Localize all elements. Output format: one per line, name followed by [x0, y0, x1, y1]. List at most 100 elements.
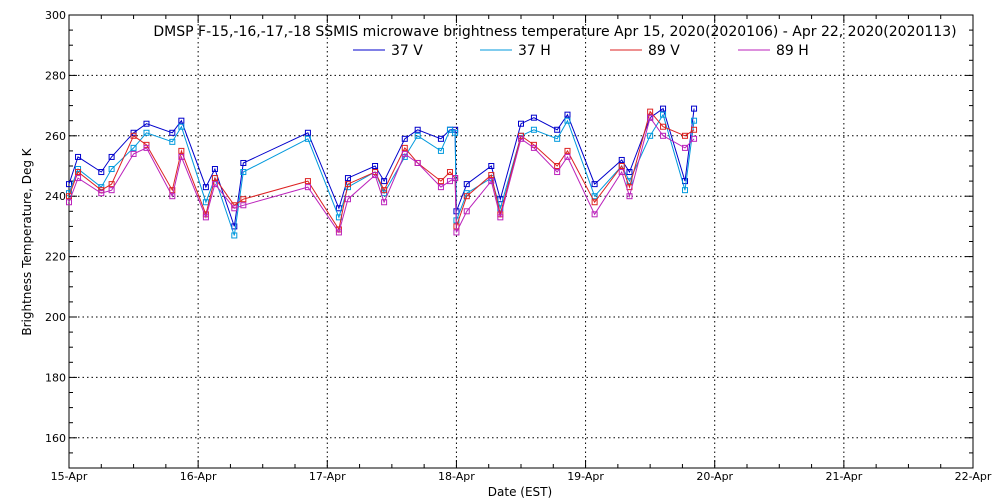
data-point: [437, 147, 444, 154]
data-point: [691, 126, 698, 133]
data-point: [564, 111, 571, 118]
data-point: [660, 132, 667, 139]
data-point: [304, 178, 311, 185]
data-point: [682, 144, 689, 151]
data-point: [530, 114, 537, 121]
data-point: [240, 169, 247, 176]
data-point: [381, 199, 388, 206]
data-point: [202, 184, 209, 191]
data-point: [488, 178, 495, 185]
legend-entry: 37 V: [353, 43, 423, 59]
data-point: [660, 105, 667, 112]
data-point: [564, 117, 571, 124]
x-tick-label: 22-Apr: [955, 470, 992, 483]
data-point: [691, 117, 698, 124]
y-tick-label: 260: [45, 130, 66, 143]
data-point: [108, 166, 115, 173]
data-point: [591, 181, 598, 188]
data-point: [463, 193, 470, 200]
grid-lines: [69, 15, 973, 468]
data-point: [497, 214, 504, 221]
data-point: [591, 199, 598, 206]
y-tick-label: 240: [45, 190, 66, 203]
data-point: [335, 229, 342, 236]
data-point: [452, 175, 459, 182]
x-tick-label: 18-Apr: [438, 470, 475, 483]
data-point: [530, 126, 537, 133]
data-point: [647, 114, 654, 121]
data-point: [202, 214, 209, 221]
data-point: [178, 153, 185, 160]
data-point: [446, 169, 453, 176]
data-point: [691, 135, 698, 142]
data-point: [240, 202, 247, 209]
series-37-v: [66, 105, 698, 230]
data-point: [381, 187, 388, 194]
data-point: [618, 163, 625, 169]
data-point: [304, 135, 311, 142]
data-point: [178, 123, 185, 130]
data-point: [554, 135, 561, 142]
chart-title: DMSP F-15,-16,-17,-18 SSMIS microwave br…: [153, 24, 956, 40]
data-point: [344, 181, 351, 188]
data-point: [414, 132, 421, 139]
data-point: [231, 232, 238, 239]
data-point: [240, 159, 247, 166]
data-point: [564, 147, 571, 154]
data-point: [626, 169, 633, 176]
y-tick-label: 200: [45, 311, 66, 324]
data-point: [344, 196, 351, 203]
data-point: [518, 135, 524, 142]
data-point: [130, 132, 137, 139]
data-point: [108, 187, 115, 194]
data-point: [660, 111, 667, 118]
data-point: [66, 199, 72, 206]
data-point: [372, 163, 379, 169]
legend-entry: 37 H: [480, 43, 551, 59]
x-tick-label: 17-Apr: [309, 470, 346, 483]
series-89-v: [66, 108, 698, 233]
data-point: [437, 135, 444, 142]
x-tick-label: 19-Apr: [567, 470, 604, 483]
legend: 37 V 37 H 89 V 89 H: [353, 43, 809, 59]
data-point: [211, 166, 218, 173]
data-point: [304, 184, 311, 191]
data-point: [488, 163, 495, 169]
data-point: [453, 229, 460, 236]
data-point: [591, 193, 598, 200]
data-point: [240, 196, 247, 203]
data-point: [626, 193, 633, 200]
legend-label: 89 V: [648, 43, 680, 59]
y-tick-label: 160: [45, 432, 66, 445]
y-tick-label: 280: [45, 69, 66, 82]
data-point: [463, 181, 470, 188]
data-point: [75, 175, 82, 182]
data-series: [66, 105, 698, 239]
data-point: [437, 178, 444, 185]
data-point: [401, 150, 408, 157]
data-point: [381, 178, 388, 185]
data-point: [178, 147, 185, 154]
data-point: [231, 205, 238, 212]
data-point: [446, 178, 453, 185]
data-point: [554, 169, 561, 176]
data-point: [401, 135, 408, 142]
x-tick-label: 15-Apr: [51, 470, 88, 483]
y-tick-label: 220: [45, 251, 66, 264]
series-line: [68, 107, 695, 227]
data-point: [372, 172, 379, 179]
data-point: [169, 129, 176, 136]
data-point: [647, 132, 654, 139]
data-point: [618, 156, 625, 163]
data-point: [211, 181, 218, 188]
data-point: [143, 120, 150, 127]
data-point: [143, 144, 150, 151]
data-point: [518, 120, 524, 127]
data-point: [437, 184, 444, 191]
data-point: [682, 132, 689, 139]
data-point: [682, 187, 689, 194]
series-89-h: [66, 114, 698, 236]
data-point: [169, 193, 176, 200]
